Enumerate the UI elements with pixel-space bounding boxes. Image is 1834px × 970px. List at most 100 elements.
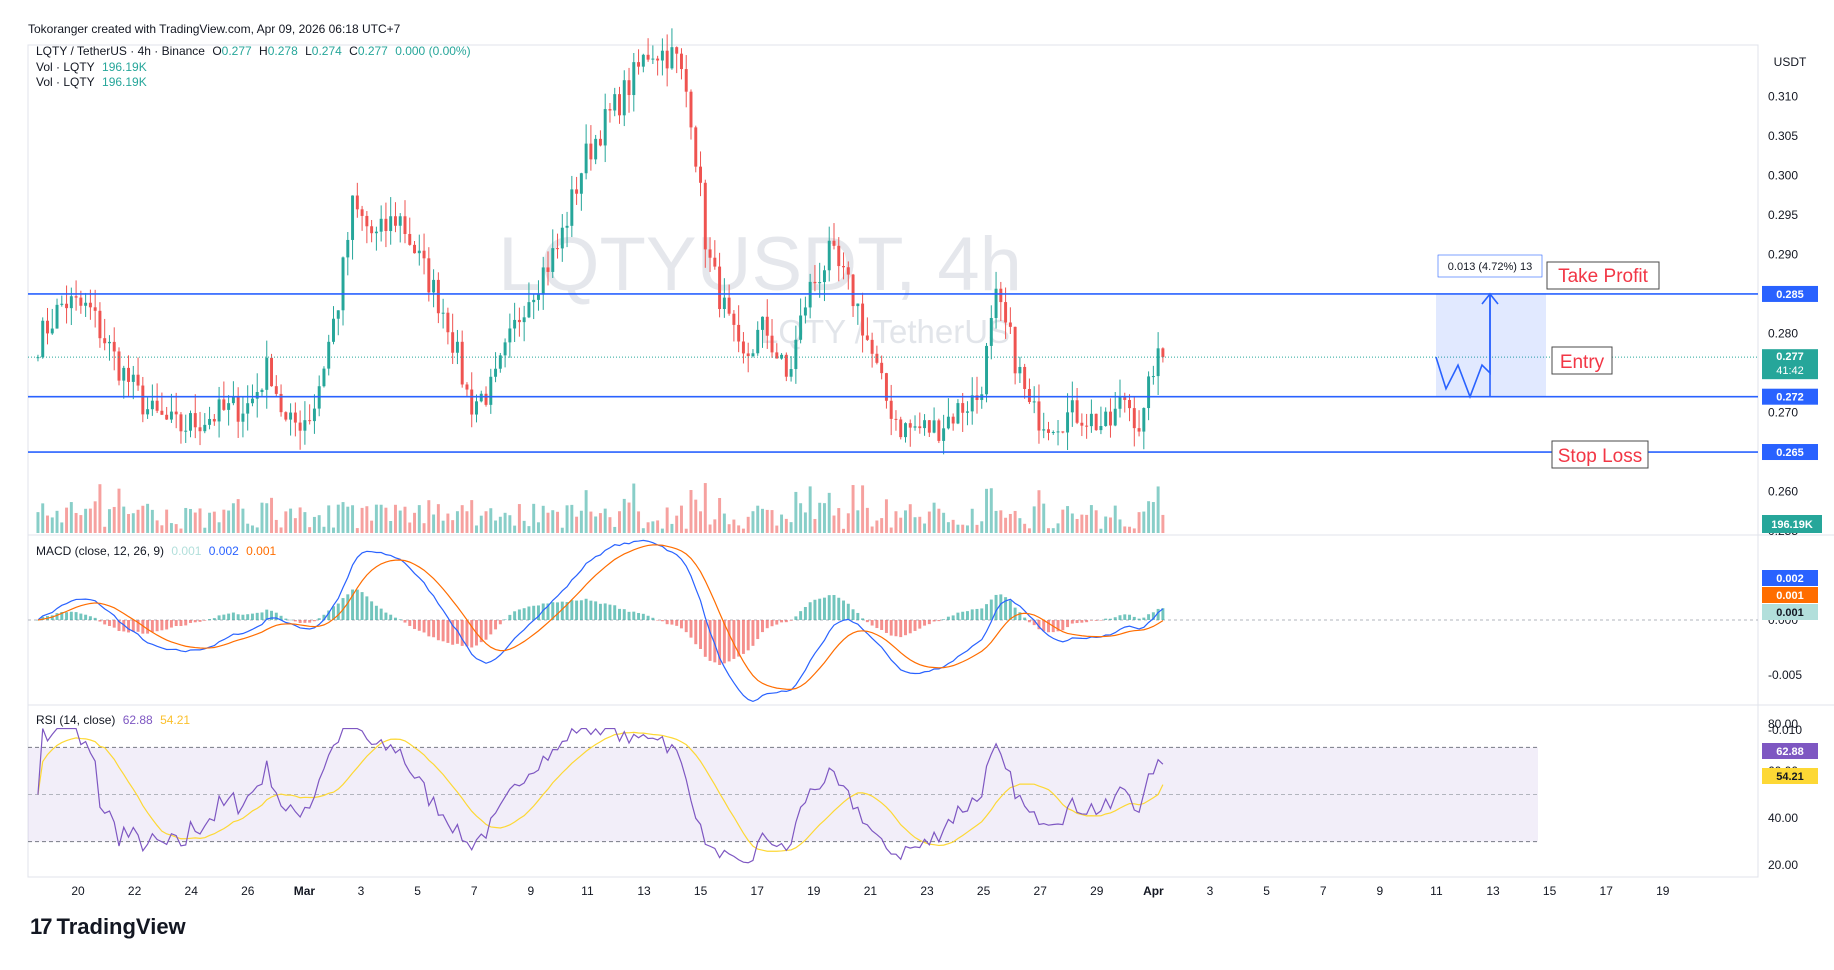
macd-hist-bar — [527, 606, 531, 620]
candle-body — [389, 216, 393, 232]
candle-body — [1151, 376, 1155, 378]
macd-hist-bar — [217, 615, 221, 620]
macd-hist-bar — [536, 605, 540, 620]
macd-hist-bar — [389, 614, 393, 620]
badge-volume: 196.19K — [1762, 515, 1822, 533]
legend-symbol[interactable]: LQTY / TetherUS · 4h · Binance — [36, 44, 205, 58]
volume-bar — [708, 524, 712, 533]
candle-body — [932, 420, 936, 433]
volume-bar — [422, 523, 426, 533]
candle-body — [1118, 396, 1122, 409]
candle-body — [1032, 401, 1036, 403]
time-tick-11: 15 — [694, 884, 708, 898]
volume-bar — [632, 483, 636, 533]
volume-bar — [498, 516, 502, 533]
volume-bar — [93, 501, 97, 533]
volume-bar — [942, 512, 946, 533]
macd-hist-bar — [1085, 620, 1089, 623]
volume-bar — [393, 504, 397, 533]
candle-body — [322, 368, 326, 387]
macd-hist-bar — [570, 600, 574, 620]
macd-hist-bar — [312, 620, 316, 622]
volume-bar — [579, 510, 583, 533]
volume-legend-1[interactable]: Vol · LQTY 196.19K — [36, 60, 151, 74]
volume-bar — [536, 522, 540, 533]
volume-bar — [403, 506, 407, 533]
candle-body — [551, 248, 555, 272]
candle-body — [646, 54, 650, 60]
macd-hist-bar — [327, 610, 331, 620]
candle-body — [403, 216, 407, 234]
macd-hist-bar — [789, 620, 793, 621]
volume-bar — [117, 488, 121, 533]
macd-tick-2: -0.010 — [1768, 723, 1802, 737]
svg-text:0.265: 0.265 — [1776, 447, 1804, 459]
candle-body — [670, 47, 674, 69]
rsi-legend[interactable]: RSI (14, close) 62.88 54.21 — [36, 713, 194, 727]
candle-body — [765, 316, 769, 336]
currency-label: USDT — [1774, 55, 1807, 69]
macd-hist-bar — [532, 605, 536, 620]
tradingview-logo[interactable]: 17 TradingView — [30, 914, 186, 940]
macd-legend-hist: 0.001 — [171, 544, 202, 558]
candle-body — [1085, 425, 1089, 427]
candle-body — [560, 227, 564, 249]
projection-path[interactable] — [1435, 293, 1491, 399]
legend-close: 0.277 — [357, 44, 388, 58]
candle-body — [303, 420, 307, 431]
volume-bar — [923, 523, 927, 533]
macd-hist-bar — [665, 620, 669, 625]
price-tick-0: 0.310 — [1768, 89, 1798, 103]
macd-hist-bar — [455, 620, 459, 644]
macd-hist-bar — [1142, 617, 1146, 620]
price-tick-5: 0.280 — [1768, 326, 1798, 340]
macd-hist-bar — [79, 613, 83, 620]
candle-body — [289, 412, 293, 420]
macd-hist-bar — [927, 620, 931, 625]
badge-current-price: 0.277 41:42 — [1762, 349, 1818, 380]
candle-body — [665, 50, 669, 69]
volume-bar — [1023, 523, 1027, 533]
badge-entry: 0.272 — [1762, 388, 1818, 405]
macd-hist-bar — [923, 620, 927, 626]
volume-bar — [174, 524, 178, 533]
macd-hist-bar — [846, 603, 850, 620]
volume-bar — [408, 522, 412, 533]
volume-bar — [799, 503, 803, 533]
time-axis[interactable]: 20 22 24 26 Mar 3 5 7 9 11 13 15 17 19 21 23 25 27 29 Apr 3 5… — [71, 884, 1669, 898]
macd-legend[interactable]: MACD (close, 12, 26, 9) 0.001 0.002 0.00… — [36, 544, 280, 558]
volume-bar — [484, 511, 488, 533]
price-axis[interactable]: 0.310 0.305 0.300 0.295 0.290 0.280 0.270 0.260… — [1768, 89, 1798, 538]
candle-body — [536, 294, 540, 300]
volume-bar — [336, 504, 340, 533]
volume-bar — [246, 523, 250, 533]
candle-body — [274, 386, 278, 394]
volume-bar — [818, 502, 822, 533]
candle-body — [436, 279, 440, 314]
macd-hist-bar — [379, 608, 383, 620]
time-tick-18: 29 — [1090, 884, 1104, 898]
volume-bar — [479, 515, 483, 533]
candle-body — [484, 393, 488, 405]
volume-bar — [1085, 514, 1089, 533]
macd-hist-bar — [198, 620, 202, 622]
badge-stop-loss: 0.265 — [1762, 444, 1818, 461]
measure-box[interactable] — [1436, 293, 1546, 397]
macd-hist-bar — [994, 594, 998, 620]
candle-body — [1023, 366, 1027, 389]
volume-bar — [189, 508, 192, 533]
time-tick-5: 3 — [358, 884, 365, 898]
macd-hist-bar — [393, 617, 397, 620]
candle-body — [741, 341, 745, 354]
macd-hist-bar — [1042, 620, 1046, 632]
candle-body — [136, 374, 140, 386]
volume-bar — [327, 505, 331, 533]
macd-hist-bar — [837, 597, 841, 620]
candle-body — [713, 257, 717, 267]
macd-hist-bar — [1066, 620, 1070, 628]
time-tick-22: 7 — [1320, 884, 1327, 898]
macd-hist-bar — [765, 620, 769, 629]
volume-legend-2[interactable]: Vol · LQTY 196.19K — [36, 75, 151, 89]
